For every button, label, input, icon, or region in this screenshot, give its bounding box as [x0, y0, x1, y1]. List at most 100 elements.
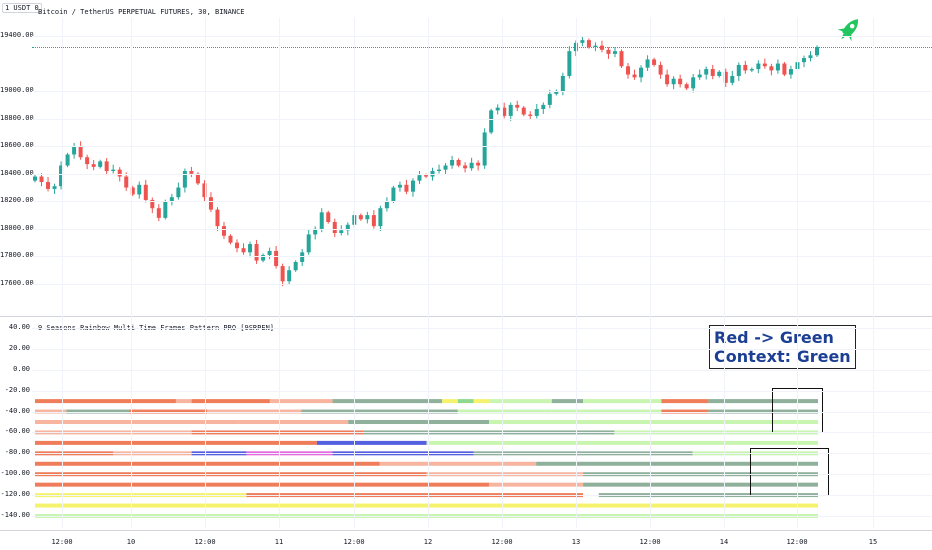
- candle: [573, 40, 578, 57]
- candle: [391, 185, 396, 203]
- candle: [130, 185, 135, 197]
- time-gridline: [279, 18, 280, 528]
- candle: [39, 173, 44, 187]
- candle: [404, 179, 409, 195]
- candle: [593, 42, 598, 52]
- candle: [326, 210, 331, 224]
- rainbow-segment: [661, 399, 709, 404]
- candle: [235, 239, 240, 253]
- scale-badge[interactable]: 1 USDT 0: [2, 3, 42, 13]
- price-gridline: [32, 91, 932, 92]
- rainbow-segment: [332, 399, 443, 404]
- candle: [417, 171, 422, 184]
- price-gridline: [32, 119, 932, 120]
- time-gridline: [428, 18, 429, 528]
- indicator-tick: -140.00: [0, 511, 30, 519]
- rainbow-segment: [536, 461, 818, 466]
- candle: [65, 152, 70, 168]
- candle: [717, 70, 722, 78]
- candle: [749, 67, 754, 73]
- rainbow-segment: [175, 399, 192, 404]
- candle: [710, 64, 715, 80]
- candle: [358, 213, 363, 221]
- candle: [762, 58, 767, 69]
- candle: [156, 204, 161, 222]
- candle: [463, 162, 468, 173]
- candle: [541, 102, 546, 114]
- candle: [788, 65, 793, 79]
- time-label: 12:00: [343, 538, 365, 546]
- rainbow-segment: [379, 461, 537, 466]
- candle: [189, 166, 194, 178]
- pane-divider[interactable]: [0, 316, 932, 317]
- candle: [384, 197, 389, 212]
- rainbow-segment: [442, 399, 458, 404]
- candle: [691, 74, 696, 93]
- indicator-gridline: [32, 474, 932, 476]
- candle: [502, 102, 507, 119]
- rainbow-segment: [489, 482, 584, 487]
- candle: [287, 266, 292, 285]
- time-gridline: [873, 18, 874, 528]
- rainbow-segment: [35, 482, 490, 487]
- candle: [515, 100, 520, 111]
- indicator-gridline: [32, 369, 932, 371]
- indicator-gridline: [32, 411, 932, 413]
- indicator-tick: -80.00: [4, 448, 30, 457]
- candle: [528, 111, 533, 121]
- indicator-tick: 20.00: [8, 343, 30, 352]
- indicator-gridline: [32, 348, 932, 350]
- price-gridline: [32, 146, 932, 147]
- candle: [743, 60, 748, 74]
- candle: [169, 193, 174, 206]
- candle: [163, 199, 168, 220]
- rainbow-segment: [35, 461, 380, 466]
- time-label: 12:00: [194, 538, 216, 546]
- highlight-box-lower: [750, 448, 829, 496]
- candle: [124, 172, 129, 191]
- candle: [521, 105, 526, 117]
- candle: [456, 158, 461, 168]
- indicator-gridline: [32, 516, 932, 517]
- rainbow-segment: [35, 420, 239, 424]
- candle: [143, 179, 148, 203]
- time-gridline: [502, 18, 503, 528]
- countdown-badge: 15:11: [5, 56, 27, 64]
- candle: [782, 61, 787, 77]
- candle: [241, 243, 246, 255]
- candle: [723, 68, 728, 87]
- candle: [801, 55, 806, 68]
- candle: [554, 89, 559, 96]
- indicator-gridline: [32, 328, 932, 329]
- price-gridline: [32, 174, 932, 175]
- candle: [91, 160, 96, 171]
- candle: [365, 211, 370, 224]
- candle: [410, 178, 415, 197]
- candle: [339, 225, 344, 236]
- candle: [586, 38, 591, 49]
- candle: [72, 142, 77, 159]
- rainbow-segment: [708, 399, 818, 404]
- candle: [671, 76, 676, 90]
- rainbow-segment: [316, 440, 427, 445]
- time-gridline: [131, 18, 132, 528]
- candle: [697, 69, 702, 80]
- price-tick: 18200.00: [0, 196, 34, 204]
- candle: [345, 222, 350, 236]
- candle: [319, 208, 324, 233]
- indicator-axis[interactable]: 40.00 20.00 0.00 -20.00 -40.00 -60.00 -80.00 -1…: [0, 318, 32, 528]
- rainbow-segment: [348, 420, 490, 424]
- indicator-gridline: [32, 453, 932, 455]
- price-tick: 18000.00: [0, 224, 34, 232]
- price-gridline: [32, 256, 932, 257]
- candle: [221, 222, 226, 240]
- price-chart[interactable]: [32, 0, 932, 315]
- candle: [85, 154, 90, 170]
- candle: [619, 49, 624, 68]
- price-gridline: [32, 284, 932, 285]
- candle: [202, 180, 207, 202]
- time-axis[interactable]: 12:00 10 12:00 11 12:00 12 12:00 13 12:00 14 12:00…: [0, 530, 932, 550]
- price-axis[interactable]: 19400.00 19000.00 18800.00 18600.00 18400.00…: [0, 0, 34, 315]
- rainbow-segment: [35, 399, 176, 404]
- time-label: 11: [274, 538, 284, 546]
